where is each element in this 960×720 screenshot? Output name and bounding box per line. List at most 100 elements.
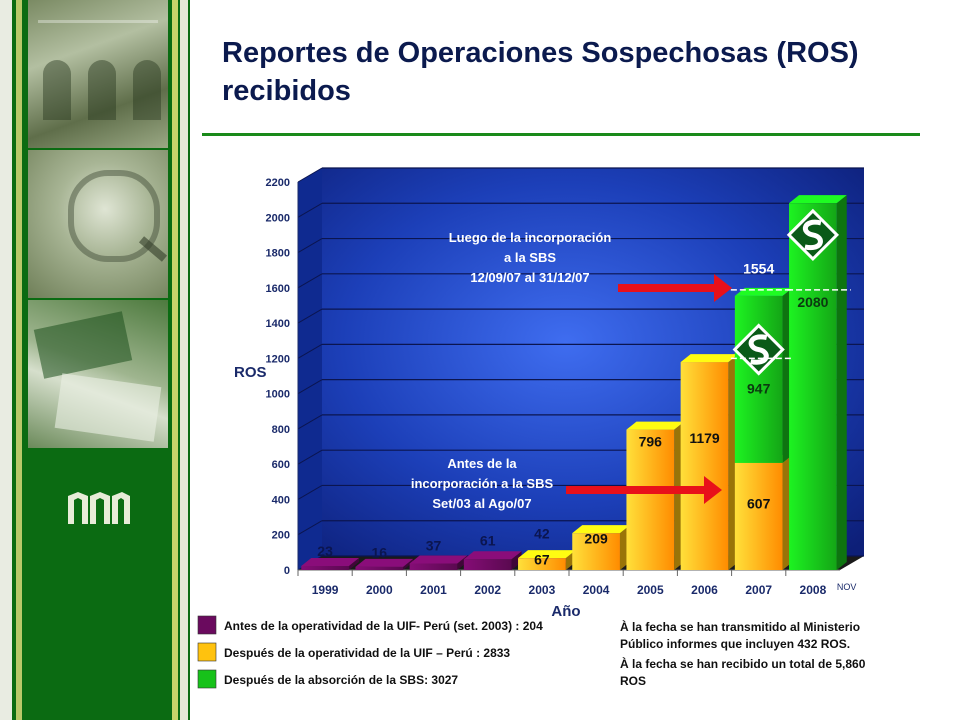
legend-label: Después de la operatividad de la UIF – P… bbox=[224, 646, 510, 660]
legend-label: Después de la absorción de la SBS: 3027 bbox=[224, 673, 458, 687]
bar-top bbox=[301, 557, 359, 566]
data-label: 67 bbox=[534, 552, 550, 568]
gridline-side bbox=[297, 308, 323, 324]
data-label: 1554 bbox=[743, 261, 774, 277]
y-tick-label: 1200 bbox=[266, 353, 290, 365]
sidebar-stripe bbox=[180, 0, 188, 720]
sidebar-stripe bbox=[0, 0, 12, 720]
x-tick-label: 1999 bbox=[312, 583, 339, 597]
gridline-side bbox=[297, 449, 323, 465]
gridline-side bbox=[297, 485, 323, 500]
bar-side bbox=[348, 557, 359, 570]
arrow-shaft bbox=[566, 486, 706, 494]
y-tick-label: 2000 bbox=[266, 212, 290, 224]
bar-top bbox=[572, 525, 630, 534]
x-tick-label: 2000 bbox=[366, 583, 393, 597]
x-tick-label: 2005 bbox=[637, 583, 664, 597]
magnifier-photo bbox=[28, 150, 168, 298]
x-tick-label: 2008 bbox=[800, 583, 827, 597]
bar-side bbox=[403, 558, 414, 570]
arrow-head bbox=[704, 476, 722, 504]
chart-side-wall bbox=[298, 168, 322, 570]
data-label: 23 bbox=[317, 543, 333, 559]
note-text: À la fecha se han transmitido al Ministe… bbox=[620, 619, 860, 634]
annotation-text: Luego de la incorporación bbox=[449, 230, 612, 245]
bar bbox=[789, 203, 837, 570]
bar bbox=[626, 429, 675, 570]
y-tick-label: 1000 bbox=[266, 389, 290, 401]
bar-top bbox=[734, 287, 793, 296]
y-tick-label: 400 bbox=[272, 494, 290, 506]
bar-side bbox=[836, 195, 847, 570]
data-label: 607 bbox=[747, 495, 771, 511]
y-tick-label: 0 bbox=[284, 565, 290, 577]
bar bbox=[409, 563, 458, 570]
bar bbox=[463, 559, 512, 570]
bar bbox=[734, 295, 783, 463]
building-photo bbox=[28, 0, 168, 148]
sbs-logo-icon bbox=[732, 323, 785, 376]
chart-panel: 0 200 400 600 800 1000 1200 1400 1600 1800 2000 220… bbox=[194, 156, 920, 704]
x-tick-label: 2001 bbox=[420, 583, 447, 597]
gridline-side bbox=[297, 202, 323, 218]
legend-swatch bbox=[197, 642, 217, 662]
x-tick-label: 2007 bbox=[745, 583, 772, 597]
bar bbox=[518, 558, 566, 570]
bar bbox=[680, 362, 729, 570]
bar-top bbox=[626, 421, 685, 430]
sidebar-stripe bbox=[172, 0, 178, 720]
annotation-text: 12/09/07 al 31/12/07 bbox=[470, 270, 589, 285]
y-tick-label: 800 bbox=[272, 424, 290, 436]
data-label: 42 bbox=[534, 525, 550, 541]
x-tick-label: 2006 bbox=[691, 583, 718, 597]
bar bbox=[355, 566, 404, 570]
y-tick-label: 1800 bbox=[266, 248, 290, 260]
bar-top bbox=[680, 354, 739, 363]
arrow-head bbox=[714, 274, 732, 302]
note-text: ROS bbox=[620, 674, 646, 688]
gridline-side bbox=[297, 520, 323, 536]
x-tick-label: 2004 bbox=[583, 583, 610, 597]
data-label: 209 bbox=[584, 531, 608, 547]
gridline-side bbox=[297, 273, 323, 289]
x-tick-suffix: NOV bbox=[837, 582, 857, 592]
annotation-text: incorporación a la SBS bbox=[411, 476, 554, 491]
y-tick-label: 2200 bbox=[266, 177, 290, 189]
x-axis-label: Año bbox=[551, 603, 580, 620]
bar-top bbox=[355, 558, 414, 567]
legend-swatch bbox=[197, 615, 217, 635]
gridline-side bbox=[297, 167, 323, 183]
note-text: Público informes que incluyen 432 ROS. bbox=[620, 637, 850, 651]
bar-top bbox=[463, 551, 522, 560]
bar bbox=[301, 565, 349, 570]
y-axis-label: ROS bbox=[234, 364, 267, 381]
gridline-side bbox=[297, 379, 323, 395]
data-label: 947 bbox=[747, 381, 771, 397]
y-tick-label: 600 bbox=[272, 459, 290, 471]
y-tick-label: 1600 bbox=[266, 283, 290, 295]
page-title: Reportes de Operaciones Sospechosas (ROS… bbox=[222, 37, 859, 107]
y-tick-label: 200 bbox=[272, 530, 290, 542]
sidebar-stripe bbox=[16, 0, 22, 720]
y-tick-label: 1400 bbox=[266, 318, 290, 330]
documents-photo bbox=[28, 300, 168, 448]
note-text: À la fecha se han recibido un total de 5… bbox=[620, 656, 866, 671]
legend-label: Antes de la operatividad de la UIF- Perú… bbox=[224, 619, 543, 633]
data-label: 37 bbox=[426, 538, 442, 554]
data-label: 2080 bbox=[797, 294, 828, 310]
x-tick-label: 2003 bbox=[529, 583, 556, 597]
data-label: 16 bbox=[372, 545, 388, 561]
bar bbox=[572, 533, 620, 570]
bar-top bbox=[518, 550, 576, 559]
data-label: 61 bbox=[480, 532, 496, 548]
gridline-side bbox=[297, 238, 323, 253]
data-label: 1179 bbox=[689, 430, 720, 446]
arrow-shaft bbox=[618, 284, 716, 292]
data-label: 796 bbox=[639, 434, 663, 450]
title-divider bbox=[202, 133, 920, 136]
sbs-logo-icon bbox=[786, 208, 840, 262]
bar-top bbox=[789, 195, 847, 204]
x-tick-label: 2002 bbox=[474, 583, 501, 597]
bar-top bbox=[409, 555, 468, 564]
legend-swatch bbox=[197, 669, 217, 689]
